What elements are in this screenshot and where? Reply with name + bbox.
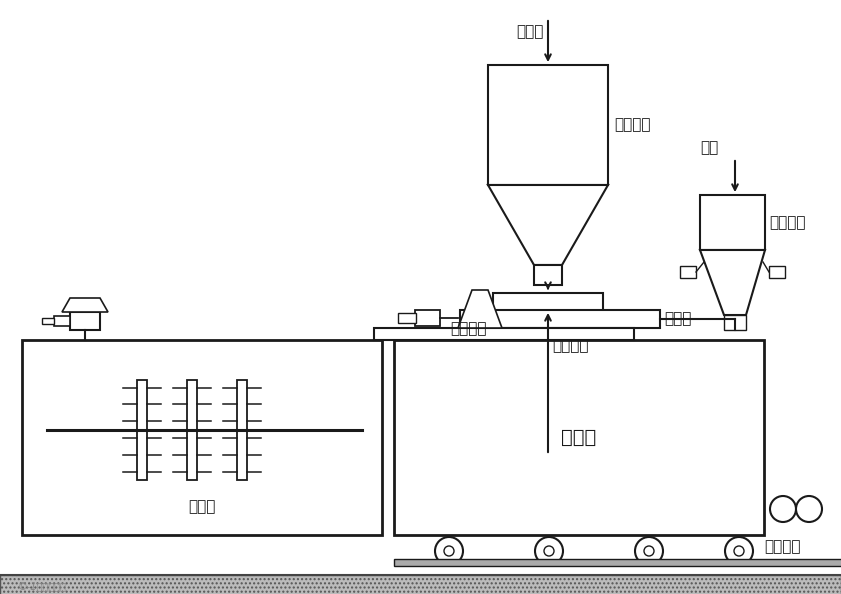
Circle shape [635, 537, 663, 565]
Circle shape [535, 537, 563, 565]
Circle shape [734, 546, 744, 556]
Polygon shape [488, 185, 608, 265]
Bar [769, 266, 785, 278]
Bar [415, 310, 440, 326]
Bar [488, 65, 608, 185]
Text: 切削器: 切削器 [188, 500, 215, 514]
Bar [394, 340, 764, 535]
Circle shape [435, 537, 463, 565]
Text: ©-1有毒气体网: ©-1有毒气体网 [18, 581, 67, 591]
Polygon shape [458, 290, 502, 328]
Bar [471, 396, 489, 410]
Text: 磷矿称量: 磷矿称量 [451, 321, 487, 336]
Bar [724, 315, 746, 330]
Bar [22, 340, 382, 535]
Bar [607, 386, 625, 400]
Circle shape [644, 546, 654, 556]
Bar [700, 195, 765, 250]
Bar [534, 265, 562, 285]
Text: 磷矿粉: 磷矿粉 [516, 24, 543, 39]
Bar [70, 312, 100, 330]
Circle shape [796, 496, 822, 522]
Bar [42, 318, 54, 324]
Text: 推动装置: 推动装置 [764, 539, 801, 555]
Polygon shape [493, 365, 603, 455]
Bar [374, 328, 634, 340]
Bar [237, 380, 247, 479]
Text: 硫酸: 硫酸 [700, 141, 718, 156]
Text: 磷矿贮槽: 磷矿贮槽 [614, 118, 650, 132]
Bar [394, 559, 841, 566]
Text: 化成室: 化成室 [562, 428, 596, 447]
Text: 硫酸称量: 硫酸称量 [769, 215, 806, 230]
Circle shape [544, 546, 554, 556]
Circle shape [725, 537, 753, 565]
Text: 中间产品: 中间产品 [552, 339, 589, 353]
Bar [493, 293, 603, 365]
Bar [137, 380, 147, 479]
Bar [460, 310, 660, 328]
Bar [187, 380, 197, 479]
Polygon shape [62, 298, 108, 312]
Bar [680, 266, 696, 278]
Circle shape [770, 496, 796, 522]
Bar [54, 316, 70, 326]
Bar [398, 313, 416, 323]
Bar [0, 575, 841, 594]
Circle shape [444, 546, 454, 556]
Polygon shape [700, 250, 765, 315]
Text: 混合器: 混合器 [664, 311, 691, 327]
